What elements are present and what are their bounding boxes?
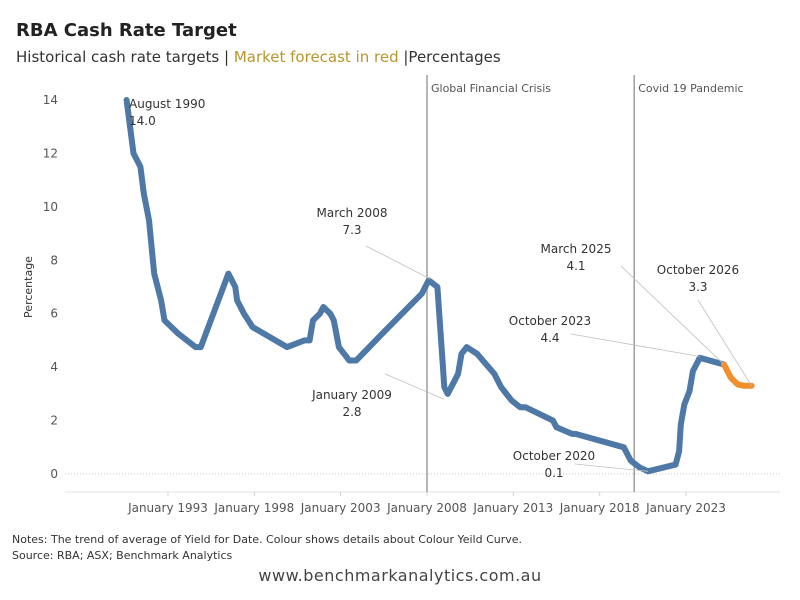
- annotation-leader: [697, 299, 752, 387]
- annotation-date: March 2008: [317, 206, 388, 220]
- annotation-value: 2.8: [342, 405, 361, 419]
- annotation-date: August 1990: [129, 97, 205, 111]
- annotation-value: 14.0: [129, 114, 156, 128]
- annotation-value: 0.1: [544, 466, 563, 480]
- notes-line: Notes: The trend of average of Yield for…: [12, 533, 523, 546]
- website-url[interactable]: www.benchmarkanalytics.com.au: [258, 566, 542, 585]
- annotation-leader: [570, 333, 700, 357]
- chart-area: 0 2 4 6 8 10 12 14 Percentage January 1993 January…: [22, 75, 780, 515]
- x-tick-label: January 2013: [472, 501, 553, 515]
- event-label: Global Financial Crisis: [431, 82, 551, 95]
- chart-title: RBA Cash Rate Target: [16, 20, 237, 41]
- y-tick-label: 4: [50, 360, 58, 374]
- y-tick-label: 6: [50, 307, 58, 321]
- forecast-rate-line: [721, 361, 755, 389]
- chart-subtitle: Historical cash rate targets | Market fo…: [16, 48, 501, 66]
- annotation-value: 7.3: [342, 223, 361, 237]
- annotation-date: October 2020: [513, 449, 595, 463]
- annotation-date: October 2026: [657, 263, 739, 277]
- y-axis-title: Percentage: [22, 256, 35, 318]
- x-tick-label: January 2018: [559, 501, 640, 515]
- x-tick-label: January 1998: [213, 501, 294, 515]
- x-tick-label: January 1993: [127, 501, 208, 515]
- x-tick-label: January 2008: [386, 501, 467, 515]
- y-tick-label: 8: [50, 253, 58, 267]
- annotation-leader: [574, 463, 649, 472]
- subtitle-history: Historical cash rate targets |: [16, 48, 234, 66]
- subtitle-percentages: |Percentages: [398, 48, 501, 66]
- annotation-layer: August 1990 14.0 March 2008 7.3 January 2009…: [129, 97, 752, 480]
- y-tick-label: 2: [50, 414, 58, 428]
- y-tick-label: 0: [50, 467, 58, 481]
- annotation-leader: [384, 373, 445, 400]
- chart-notes: Notes: The trend of average of Yield for…: [12, 532, 522, 564]
- annotation-value: 4.1: [566, 259, 585, 273]
- y-tick-label: 12: [43, 146, 58, 160]
- annotation-date: October 2023: [509, 314, 591, 328]
- source-line: Source: RBA; ASX; Benchmark Analytics: [12, 549, 233, 562]
- annotation-leader: [620, 265, 725, 365]
- y-tick-label: 14: [43, 93, 58, 107]
- x-tick-label: January 2003: [300, 501, 381, 515]
- annotation-leader: [365, 245, 431, 280]
- line-layer: [123, 97, 755, 475]
- subtitle-forecast: Market forecast in red: [233, 48, 399, 66]
- historical-rate-line: [123, 97, 727, 475]
- y-tick-label: 10: [43, 200, 58, 214]
- annotation-value: 3.3: [688, 280, 707, 294]
- annotation-date: March 2025: [541, 242, 612, 256]
- axis-layer: 0 2 4 6 8 10 12 14 Percentage January 1993 January…: [22, 93, 780, 515]
- annotation-value: 4.4: [540, 331, 559, 345]
- annotation-date: January 2009: [311, 388, 392, 402]
- event-label: Covid 19 Pandemic: [638, 82, 743, 95]
- x-tick-label: January 2023: [645, 501, 726, 515]
